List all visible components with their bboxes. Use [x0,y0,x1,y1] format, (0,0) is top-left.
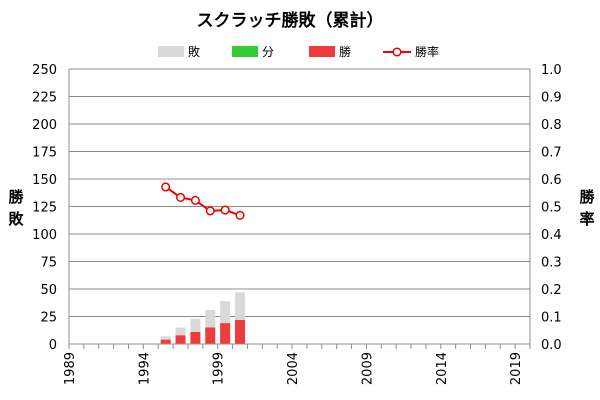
legend-swatch [309,46,335,57]
right-tick-label: 0.7 [541,146,562,161]
x-tick-label: 1994 [137,352,152,385]
legend-label: 分 [262,45,274,59]
x-tick-label: 1989 [63,352,78,385]
right-axis-ticks: 0.0 0.1 0.2 0.3 0.4 0.5 0.6 0.7 0.8 0.9 1.0 [541,63,562,353]
x-tick-label: 2019 [509,352,524,385]
left-tick-label: 75 [40,256,57,271]
chart-title: スクラッチ勝敗（累計） [197,10,384,31]
win-rate-point [175,192,186,202]
right-tick-label: 0.9 [541,91,562,106]
win-rate-point [235,210,245,220]
bar-loss [220,301,231,324]
right-tick-label: 0.1 [541,311,562,326]
win-rate-point [161,182,171,192]
legend-label: 勝 [339,44,351,59]
right-tick-label: 0.5 [541,201,562,216]
left-tick-label: 225 [32,91,57,106]
win-rate-point [205,206,215,216]
right-axis-title: 勝率 [579,188,595,228]
right-tick-label: 0.0 [541,338,562,353]
bar-win [160,339,171,344]
bar-win [190,331,201,344]
legend-swatch [232,46,258,57]
x-axis-ticks: 1989 1994 1999 2004 2009 2014 2019 [63,344,531,385]
win-rate-point [220,205,230,215]
bar-loss [190,318,201,332]
left-tick-label: 200 [32,118,57,133]
bar-loss [205,309,216,328]
right-tick-label: 0.4 [541,228,562,243]
grid [69,68,530,317]
right-tick-label: 0.2 [541,283,562,298]
left-tick-label: 25 [40,311,57,326]
win-rate-line [161,182,245,220]
right-tick-label: 1.0 [541,63,562,78]
left-axis-ticks: 0 25 50 75 100 125 150 175 200 225 250 [32,63,57,353]
left-tick-label: 250 [32,63,57,78]
bar-win [175,335,186,344]
x-tick-label: 2014 [435,352,450,385]
bar-win [220,323,231,344]
legend: 敗 分 勝 勝率 [158,44,439,59]
x-tick-label: 1999 [212,352,227,385]
x-tick-label: 2009 [360,352,375,385]
right-tick-label: 0.8 [541,118,562,133]
left-tick-label: 50 [40,283,57,298]
legend-label: 敗 [188,44,200,59]
left-tick-label: 0 [49,338,57,353]
bar-win [205,327,216,344]
left-tick-label: 175 [32,146,57,161]
x-tick-label: 2004 [286,352,301,385]
bar-loss [235,292,246,320]
left-tick-label: 150 [32,173,57,188]
bar-loss [160,336,171,340]
bar-win [235,319,246,344]
bars [160,292,246,344]
left-tick-label: 100 [32,228,57,243]
legend-label: 勝率 [415,44,439,59]
legend-swatch [158,46,184,57]
left-tick-label: 125 [32,201,57,216]
win-rate-point [190,195,200,205]
bar-loss [175,327,186,336]
left-axis-title: 勝敗 [8,188,24,228]
right-tick-label: 0.6 [541,173,562,188]
axes [68,69,531,345]
right-tick-label: 0.3 [541,256,562,271]
legend-marker [392,47,402,57]
